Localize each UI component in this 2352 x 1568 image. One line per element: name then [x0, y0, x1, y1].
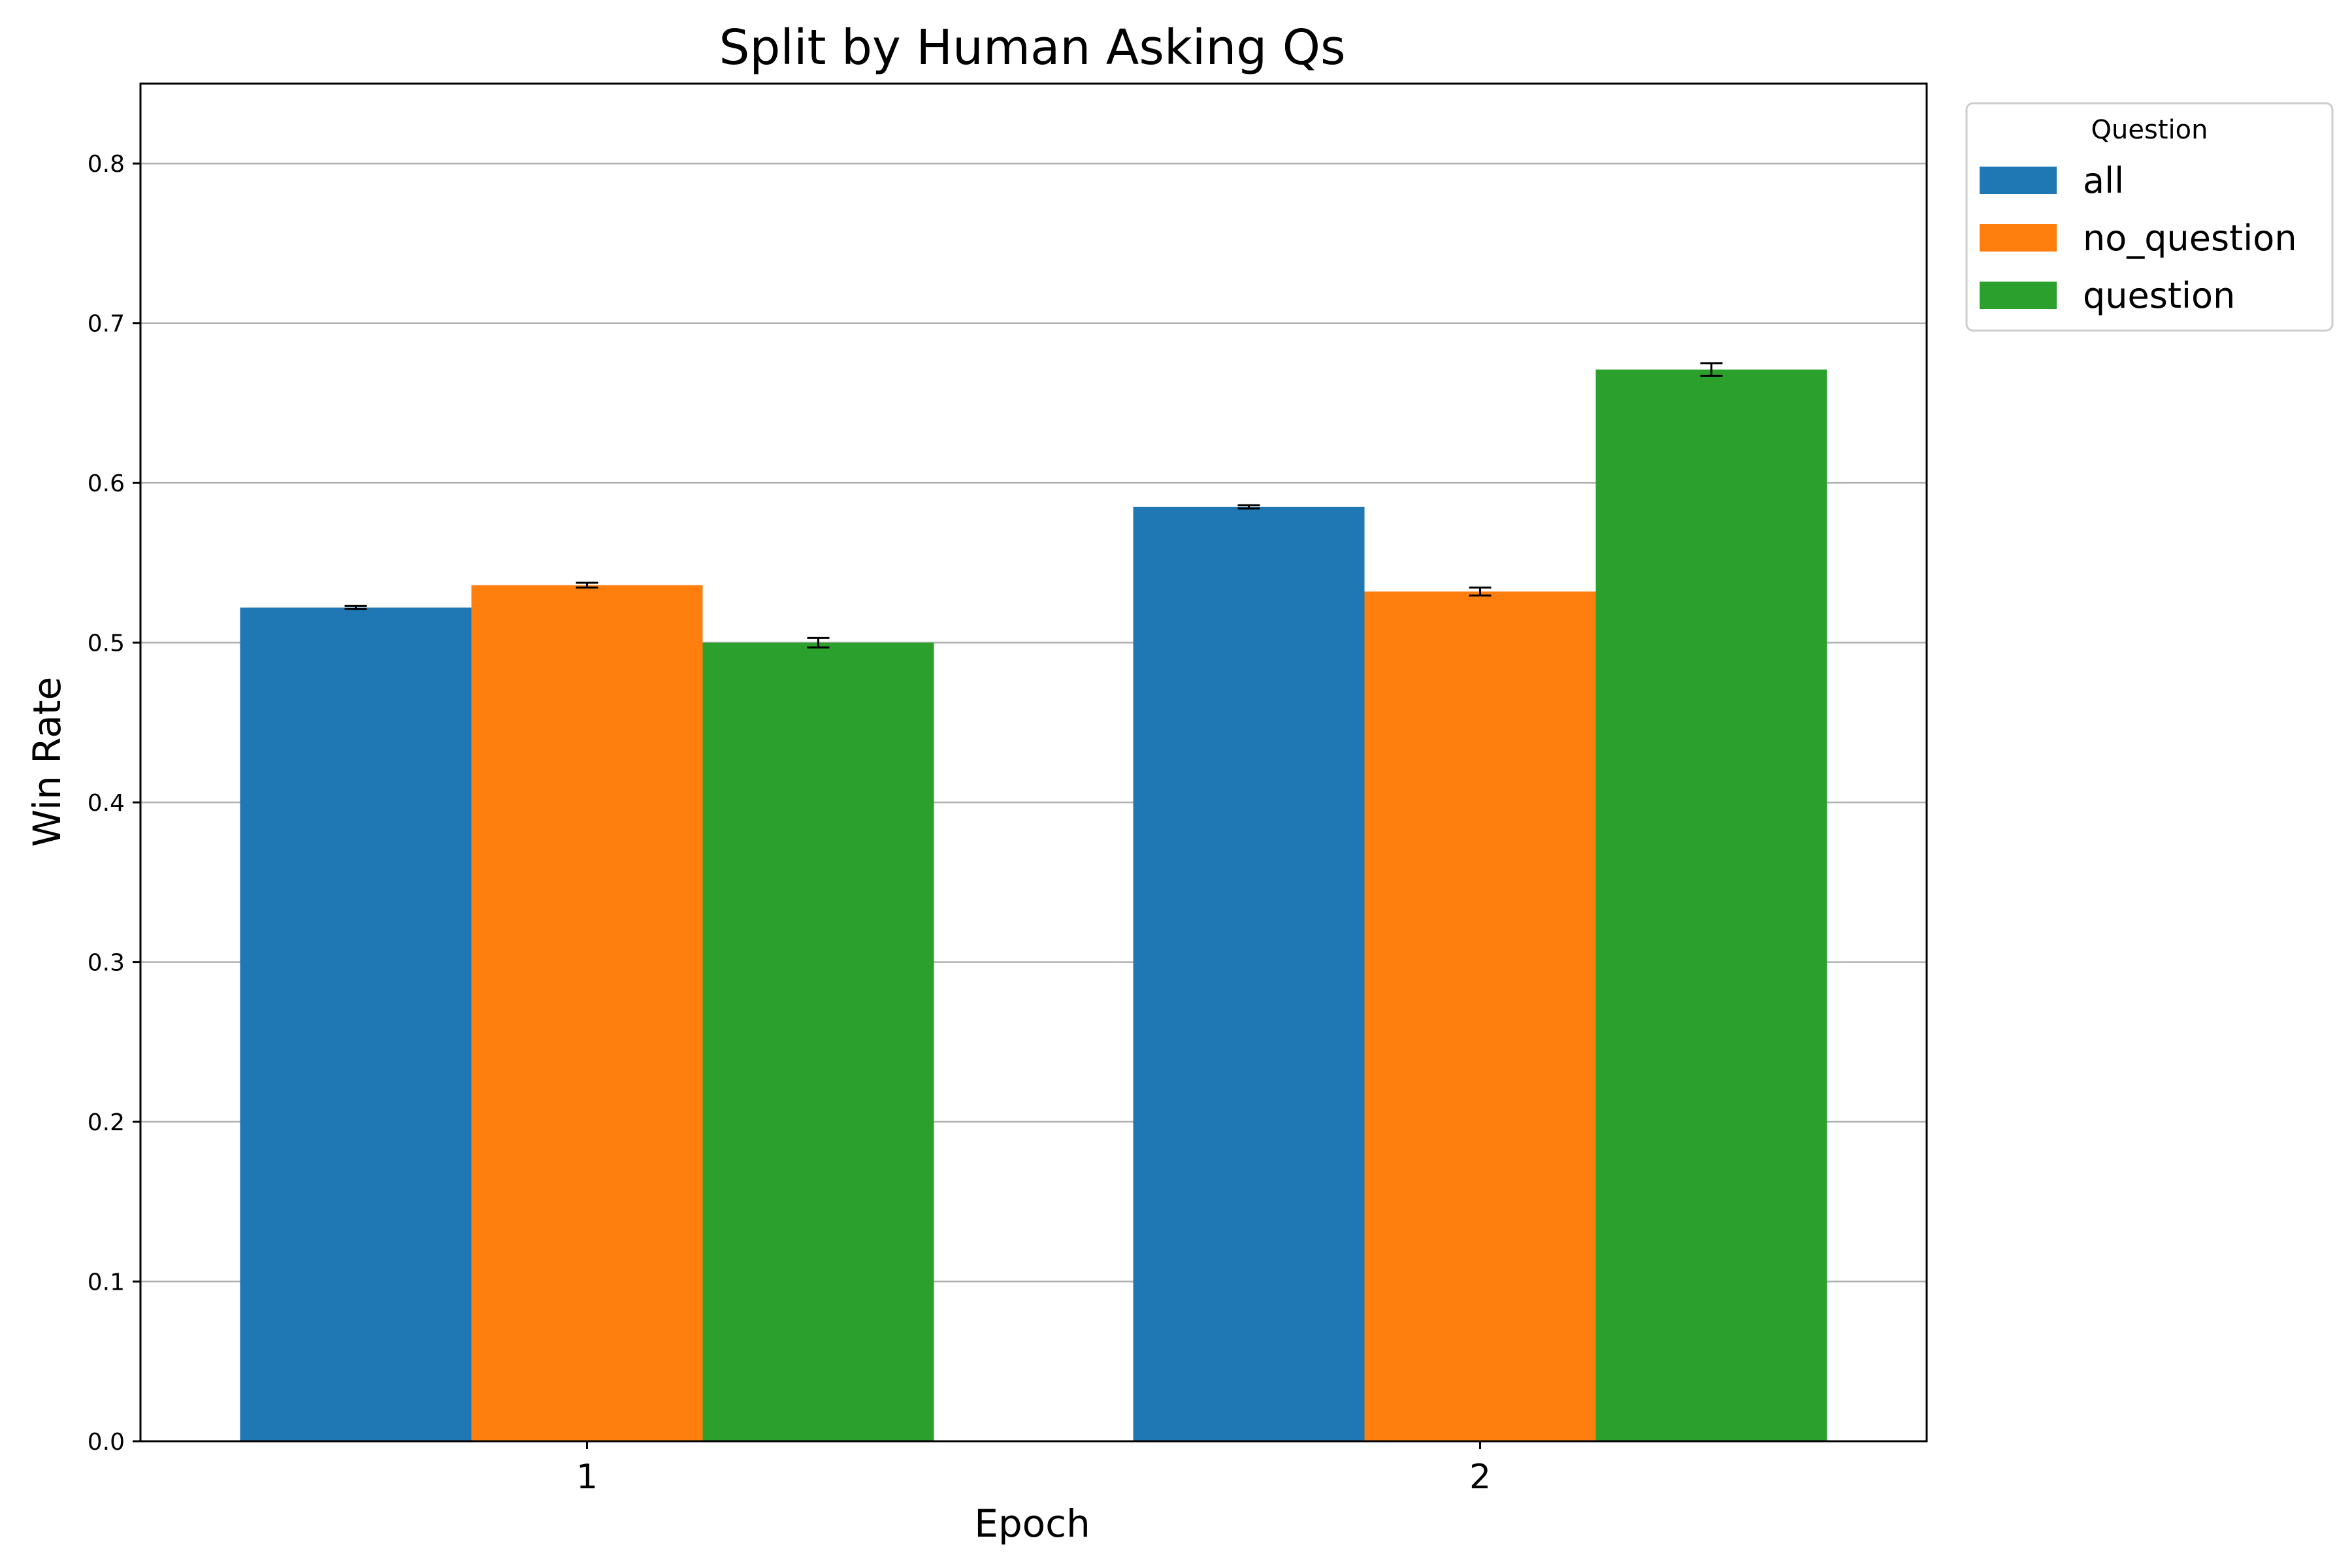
chart-title: Split by Human Asking Qs: [719, 20, 1345, 76]
legend-swatch-no_question: [1980, 224, 2057, 252]
y-tick-label: 0.7: [88, 311, 125, 338]
y-tick-label: 0.6: [88, 470, 125, 497]
bar-no_question-epoch-1: [471, 585, 703, 1441]
bars: [240, 369, 1827, 1442]
error-bars: [344, 362, 1723, 649]
legend-label-question: question: [2083, 275, 2235, 316]
x-tick-label: 2: [1469, 1458, 1491, 1497]
y-tick-label: 0.0: [88, 1429, 125, 1456]
bar-all-epoch-1: [240, 607, 472, 1441]
y-tick-label: 0.2: [88, 1109, 125, 1136]
legend-items: all no_question question: [1980, 160, 2297, 316]
y-tick-label: 0.8: [88, 151, 125, 178]
y-tick-label: 0.4: [88, 790, 125, 817]
legend-swatch-all: [1980, 167, 2057, 194]
y-axis-label: Win Rate: [25, 677, 69, 847]
legend-label-no_question: no_question: [2083, 218, 2297, 259]
bar-all-epoch-2: [1133, 506, 1365, 1441]
legend-frame: [1965, 102, 2334, 332]
bar-no_question-epoch-2: [1364, 591, 1596, 1441]
y-tick-label: 0.5: [88, 630, 125, 657]
legend-title: Question: [2091, 115, 2208, 145]
bar-question-epoch-2: [1595, 369, 1827, 1442]
x-tick-label: 1: [576, 1458, 598, 1497]
plot-area-frame: [139, 82, 1928, 1443]
x-axis-label: Epoch: [974, 1501, 1090, 1546]
legend-swatch-question: [1980, 282, 2057, 309]
legend-label-all: all: [2083, 160, 2124, 201]
legend: Question all no_question question: [1965, 102, 2334, 332]
bar-question-epoch-1: [702, 642, 934, 1442]
y-axis-ticks: 0.0 0.1 0.2 0.3 0.4 0.5 0.6 0.7 0.8: [88, 151, 140, 1456]
y-tick-label: 0.1: [88, 1269, 125, 1296]
y-tick-label: 0.3: [88, 950, 125, 977]
